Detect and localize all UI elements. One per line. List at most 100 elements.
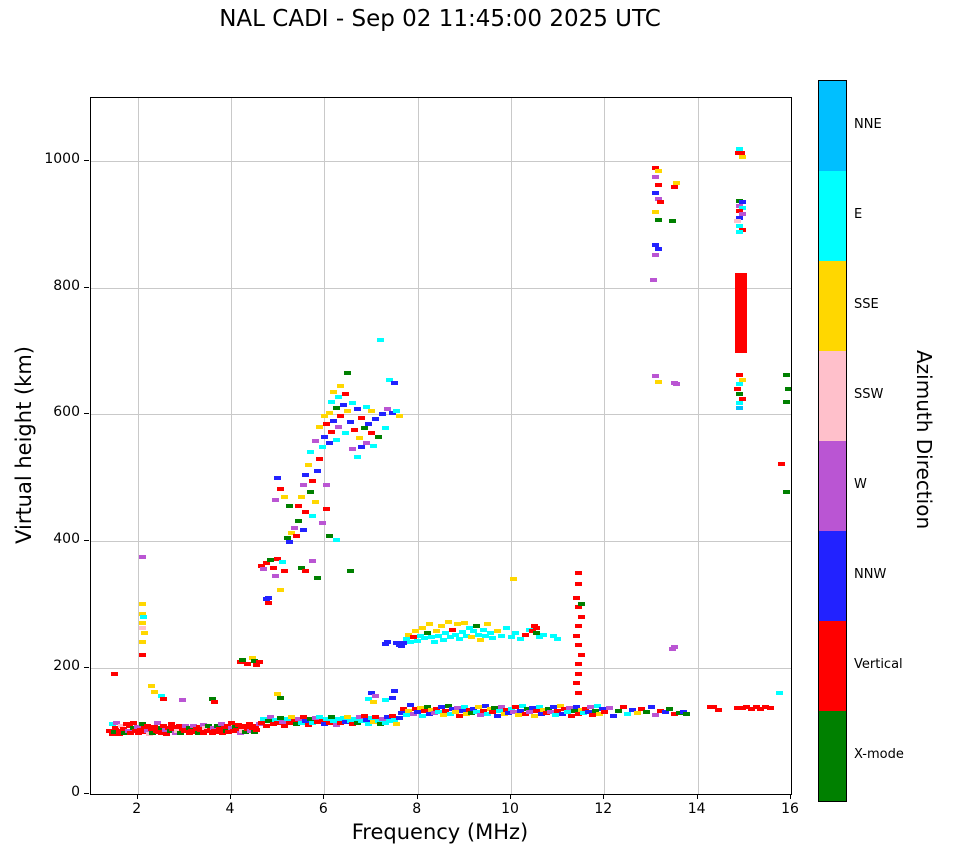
data-point [186, 725, 194, 730]
data-point [304, 723, 312, 727]
data-point [421, 636, 429, 641]
data-point [463, 712, 471, 717]
data-point [346, 718, 354, 723]
data-point [199, 723, 207, 727]
data-point [668, 219, 676, 224]
data-point [467, 711, 475, 715]
data-point [320, 434, 328, 439]
data-point [500, 712, 508, 717]
data-point [381, 698, 389, 703]
data-point [138, 640, 146, 645]
data-point [428, 707, 436, 712]
data-point [264, 595, 272, 600]
data-point [785, 387, 791, 392]
data-point [223, 723, 231, 728]
data-point [479, 708, 487, 713]
data-point [162, 728, 170, 733]
colorbar-title-container: Azimuth Direction [912, 80, 936, 800]
grid-line-vertical [511, 98, 512, 794]
data-point [407, 703, 415, 708]
y-tick-label: 200 [53, 657, 80, 674]
data-point [367, 690, 375, 695]
data-point [167, 722, 175, 727]
data-point [456, 637, 464, 641]
y-tick [84, 539, 89, 541]
data-point [367, 431, 375, 436]
data-point [388, 714, 396, 719]
data-point [260, 717, 268, 722]
x-tick-label: 8 [412, 801, 422, 817]
data-point [355, 715, 363, 720]
data-point [292, 533, 300, 538]
data-point [666, 707, 674, 712]
data-point [404, 632, 412, 637]
y-tick [84, 793, 89, 794]
data-point [572, 595, 580, 600]
data-point [416, 705, 424, 710]
x-tick [696, 794, 698, 799]
data-point [297, 494, 305, 499]
data-point [512, 705, 520, 710]
data-point [341, 719, 349, 724]
colorbar-label-e: E [854, 207, 863, 222]
data-point [734, 303, 747, 308]
data-point [195, 724, 203, 729]
x-tick-label: 10 [501, 801, 519, 817]
colorbar-segment-nne [819, 81, 846, 171]
data-point [453, 622, 461, 627]
data-point [313, 469, 321, 474]
x-tick-label: 12 [594, 801, 613, 817]
data-point [141, 630, 149, 635]
data-point [390, 688, 398, 693]
data-point [271, 497, 279, 502]
data-point [572, 681, 580, 686]
data-point [299, 527, 307, 532]
data-point [570, 709, 578, 714]
data-point [330, 418, 338, 423]
data-point [337, 383, 345, 388]
data-point [150, 689, 158, 694]
data-point [535, 704, 543, 709]
data-point [465, 707, 473, 712]
data-point [143, 728, 151, 733]
plot-area [90, 97, 792, 795]
data-point [323, 716, 331, 721]
data-point [127, 730, 135, 735]
data-point [575, 690, 583, 695]
data-point [205, 724, 213, 729]
data-point [652, 175, 660, 180]
data-point [656, 200, 664, 205]
data-point [682, 712, 690, 717]
data-point [736, 392, 744, 397]
data-point [647, 705, 655, 710]
grid-line-vertical [604, 98, 606, 794]
data-point [197, 728, 205, 733]
colorbar-segment-sse [819, 261, 846, 351]
data-point [614, 709, 622, 714]
data-point [670, 645, 678, 650]
data-point [110, 671, 118, 676]
data-point [706, 704, 717, 709]
data-point [591, 708, 599, 713]
data-point [516, 708, 524, 713]
data-point [325, 440, 333, 445]
data-point [262, 561, 270, 566]
data-point [334, 394, 342, 399]
data-point [302, 472, 310, 477]
grid-line-vertical [231, 98, 232, 794]
data-point [451, 632, 459, 637]
data-point [736, 230, 744, 235]
data-point [472, 709, 480, 714]
data-point [190, 723, 198, 728]
data-point [734, 295, 747, 300]
y-tick-label: 0 [71, 784, 80, 800]
data-point [369, 444, 377, 448]
data-point [400, 706, 408, 711]
data-point [526, 710, 534, 715]
data-point [264, 600, 272, 605]
data-point [283, 535, 291, 540]
data-point [278, 719, 286, 724]
data-point [306, 489, 314, 494]
data-point [281, 723, 289, 728]
data-point [159, 723, 167, 728]
